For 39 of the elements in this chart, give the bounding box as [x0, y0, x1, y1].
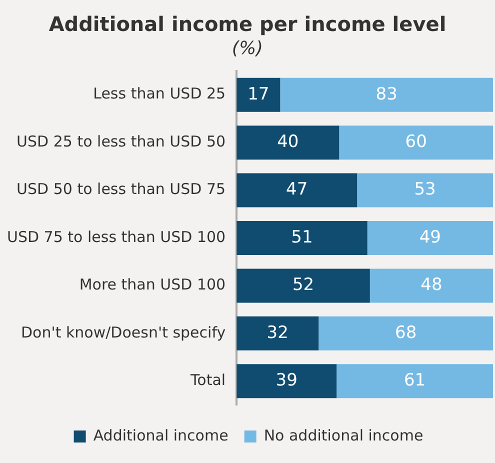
y-tick-label: More than USD 100: [79, 276, 226, 294]
data-label: 61: [404, 370, 426, 391]
bar: [280, 78, 493, 112]
bar: [370, 268, 493, 303]
data-label: 60: [405, 132, 427, 152]
data-label: 17: [248, 84, 270, 104]
bar: [339, 126, 493, 160]
bar: [367, 221, 493, 255]
bar: [236, 268, 370, 303]
bar: [236, 221, 368, 255]
data-label: 40: [277, 132, 299, 152]
data-label: 51: [291, 227, 313, 248]
y-tick-label: USD 25 to less than USD 50: [16, 132, 226, 150]
bar: [236, 173, 358, 208]
data-label: 32: [266, 322, 288, 343]
legend-label: No additional income: [264, 426, 424, 444]
y-tick-label: Less than USD 25: [93, 84, 226, 103]
data-label: 68: [395, 322, 417, 343]
bar: [236, 364, 337, 398]
bar: [357, 173, 493, 208]
data-label: 39: [276, 370, 298, 391]
data-label: 83: [376, 84, 398, 104]
bar: [236, 78, 280, 112]
bar: [318, 316, 493, 350]
data-label: 49: [419, 227, 441, 248]
data-label: 47: [286, 180, 308, 200]
legend-label: Additional income: [93, 426, 228, 444]
y-tick-label: USD 75 to less than USD 100: [6, 228, 226, 246]
data-label: 52: [292, 275, 314, 296]
chart-title: Additional income per income level: [48, 12, 448, 36]
y-tick-label: Total: [190, 371, 226, 390]
y-tick-label: Don't know/Doesn't specify: [20, 323, 226, 342]
bar: [236, 126, 340, 160]
data-label: 53: [414, 180, 436, 200]
data-label: 48: [420, 275, 442, 296]
y-tick-label: USD 50 to less than USD 75: [16, 180, 226, 198]
bar: [236, 316, 319, 350]
chart-subtitle: (%): [230, 38, 264, 59]
bar: [336, 364, 493, 398]
